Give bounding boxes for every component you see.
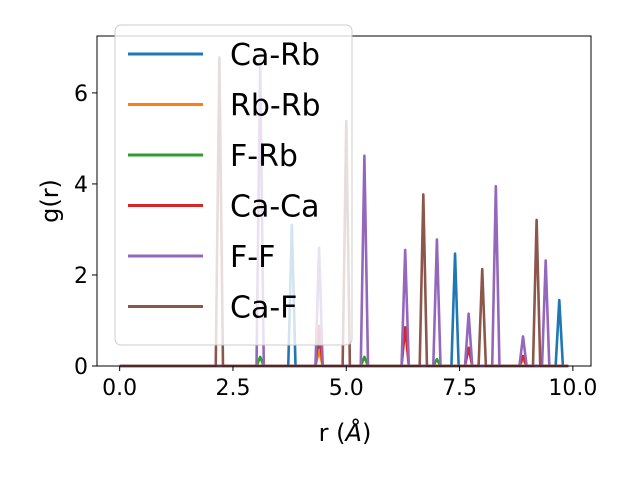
x-tick-label: 2.5 [215, 376, 250, 401]
series-line-f-rb [119, 355, 569, 368]
legend-item: Rb-Rb [128, 89, 321, 124]
x-tick-label: 10.0 [548, 376, 597, 401]
y-tick-label: 4 [74, 173, 88, 198]
x-tick-label: 5.0 [329, 376, 364, 401]
legend-item: Ca-Rb [128, 38, 320, 73]
tick-layer: 0.0 2.5 5.0 7.5 10.0 0 2 4 6 [74, 82, 597, 401]
legend-label: F-Rb [230, 139, 298, 174]
legend-label: Rb-Rb [230, 89, 321, 124]
legend-label: Ca-Ca [230, 190, 320, 225]
legend-item: Ca-F [128, 291, 297, 326]
legend-item: Ca-Ca [128, 190, 320, 225]
y-axis-label: g(r) [36, 179, 64, 223]
y-tick-label: 0 [74, 355, 88, 380]
x-tick-label: 7.5 [442, 376, 477, 401]
legend-item: F-F [128, 240, 275, 275]
legend-label: Ca-Rb [230, 38, 320, 73]
y-tick-label: 6 [74, 82, 88, 107]
legend-label: Ca-F [230, 291, 297, 326]
legend-item: F-Rb [128, 139, 298, 174]
y-tick-label: 2 [74, 264, 88, 289]
x-tick-label: 0.0 [102, 376, 137, 401]
legend: Ca-Rb Rb-Rb F-Rb Ca-Ca F-F Ca-F [114, 24, 353, 346]
legend-label: F-F [230, 240, 275, 275]
x-axis-label: r (Å) [319, 418, 372, 447]
